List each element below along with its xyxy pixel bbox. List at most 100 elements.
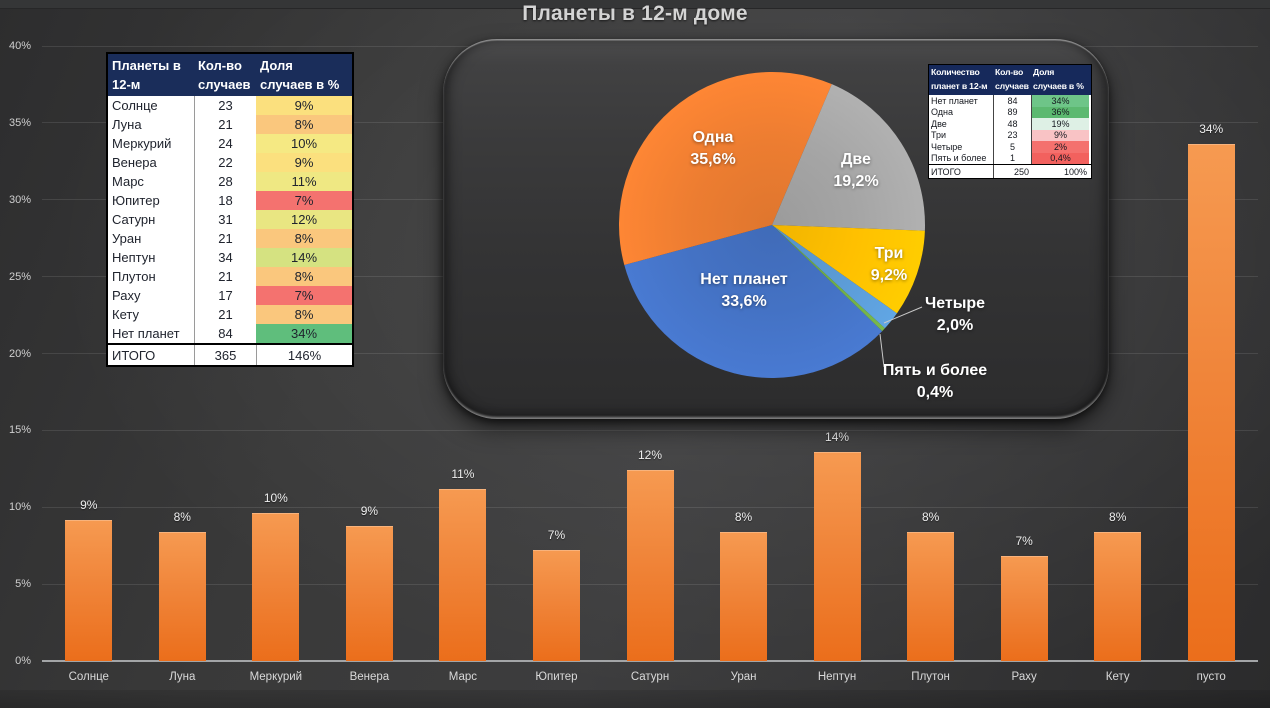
- header-count: Кол-во случаев: [198, 58, 251, 92]
- header-name: Планеты в 12-м: [112, 58, 181, 92]
- pie-label-Две: Две 19,2%: [833, 149, 878, 193]
- header-share: Доля случаев в %: [1033, 67, 1084, 91]
- total-share: 146%: [256, 345, 352, 365]
- y-axis-tick-15%: 15%: [8, 424, 31, 437]
- pie-summary-table: Количество планет в 12-м Кол-во случаев До…: [928, 64, 1092, 179]
- table-row-Нептун: Нептун 34 14%: [108, 248, 352, 267]
- bar-Меркурий[interactable]: [252, 513, 300, 661]
- cell-label: Нептун: [112, 250, 156, 265]
- cell-label: Нет планет: [931, 95, 978, 106]
- pie-label-pct-Три: 9,2%: [870, 267, 908, 284]
- x-axis-label-пусто: пусто: [1196, 671, 1226, 683]
- bar-value-label-Луна: 8%: [173, 509, 191, 524]
- table-row-Солнце: Солнце 23 9%: [108, 96, 352, 115]
- cell-count: 22: [194, 153, 256, 172]
- cell-label: Марс: [112, 174, 144, 189]
- cell-label: Нет планет: [112, 326, 180, 341]
- cell-count: 34: [194, 248, 256, 267]
- table-body: Солнце 23 9% Луна 21 8% Меркурий 24 10% Венера 22 9…: [108, 96, 352, 343]
- cell-share: 19%: [1031, 118, 1089, 130]
- cell-count: 23: [993, 129, 1031, 141]
- pie-label-pct-Одна: 35,6%: [690, 151, 736, 168]
- bar-пусто[interactable]: [1187, 144, 1235, 661]
- bar-value-label-Марс: 11%: [451, 466, 475, 481]
- table-row-Нет планет: Нет планет 84 34%: [108, 324, 352, 343]
- total-count: 250: [993, 165, 1031, 178]
- cell-label: Солнце: [112, 98, 158, 113]
- bar-Кету[interactable]: [1094, 531, 1142, 661]
- x-axis-label-Кету: Кету: [1105, 671, 1130, 683]
- bar-Венера[interactable]: [345, 525, 393, 661]
- bottom-edge-strip: [0, 690, 1270, 708]
- cell-share: 0,4%: [1031, 152, 1089, 164]
- cell-count: 48: [993, 118, 1031, 130]
- bar-value-label-Раху: 7%: [1015, 534, 1033, 549]
- y-axis-tick-0%: 0%: [15, 655, 31, 667]
- bar-value-label-Сатурн: 12%: [637, 448, 663, 463]
- total-label: ИТОГО: [112, 347, 156, 363]
- x-axis-label-Венера: Венера: [349, 671, 390, 683]
- bar-value-label-Плутон: 8%: [921, 509, 940, 524]
- cell-share: 7%: [256, 191, 352, 210]
- total-label: ИТОГО: [931, 166, 961, 177]
- table-header-row: Количество планет в 12-м Кол-во случаев До…: [929, 65, 1091, 95]
- table-row-Юпитер: Юпитер 18 7%: [108, 191, 352, 210]
- table-row-Три: Три 23 9%: [929, 129, 1091, 141]
- cell-share: 9%: [256, 153, 352, 172]
- x-axis-label-Сатурн: Сатурн: [630, 671, 670, 683]
- x-axis-line: [42, 660, 1258, 662]
- bar-Нептун[interactable]: [813, 451, 861, 661]
- bar-Солнце[interactable]: [65, 519, 113, 661]
- y-axis-tick-10%: 10%: [8, 501, 31, 514]
- y-axis-tick-40%: 40%: [8, 40, 31, 52]
- cell-label: Пять и более: [931, 153, 987, 164]
- pie-label-name-Нет планет: Нет планет: [700, 271, 788, 288]
- table-row-Плутон: Плутон 21 8%: [108, 267, 352, 286]
- bar-Плутон[interactable]: [907, 531, 955, 661]
- table-row-Сатурн: Сатурн 31 12%: [108, 210, 352, 229]
- pie-label-pct-Нет планет: 33,6%: [721, 293, 767, 310]
- x-axis-label-Раху: Раху: [1011, 671, 1037, 683]
- cell-share: 14%: [256, 248, 352, 267]
- table-row-Венера: Венера 22 9%: [108, 153, 352, 172]
- bar-value-label-Солнце: 9%: [80, 497, 98, 512]
- x-axis-label-Солнце: Солнце: [68, 671, 109, 683]
- x-axis-label-Юпитер: Юпитер: [535, 671, 578, 683]
- cell-count: 84: [993, 95, 1031, 107]
- cell-share: 9%: [256, 96, 352, 115]
- cell-label: Уран: [112, 231, 142, 246]
- pie-label-Четыре: Четыре 2,0%: [925, 293, 985, 337]
- cell-share: 34%: [256, 324, 352, 343]
- x-axis-label-Марс: Марс: [448, 671, 478, 683]
- bar-Уран[interactable]: [720, 531, 768, 661]
- pie-label-pct-Четыре: 2,0%: [936, 317, 974, 334]
- cell-share: 2%: [1031, 141, 1089, 153]
- bar-Раху[interactable]: [1000, 556, 1048, 661]
- cell-share: 8%: [256, 305, 352, 324]
- bar-Луна[interactable]: [158, 531, 206, 661]
- table-total-row: ИТОГО 365 146%: [108, 343, 352, 365]
- cell-share: 11%: [256, 172, 352, 191]
- table-row-Луна: Луна 21 8%: [108, 115, 352, 134]
- bar-value-label-Уран: 8%: [734, 509, 753, 524]
- bar-Юпитер[interactable]: [532, 550, 580, 661]
- header-count: Кол-во случаев: [995, 67, 1029, 91]
- y-axis-tick-30%: 30%: [8, 193, 31, 206]
- cell-share: 7%: [256, 286, 352, 305]
- table-row-Четыре: Четыре 5 2%: [929, 141, 1091, 153]
- header-share: Доля случаев в %: [260, 58, 340, 92]
- y-axis-tick-20%: 20%: [8, 347, 31, 360]
- total-share: 100%: [1063, 166, 1087, 177]
- table-row-Пять и более: Пять и более 1 0,4%: [929, 152, 1091, 164]
- table-header-row: Планеты в 12-м Кол-во случаев Доля случаев…: [108, 54, 352, 96]
- cell-count: 89: [993, 106, 1031, 118]
- bar-Сатурн[interactable]: [626, 470, 674, 661]
- bar-Марс[interactable]: [439, 488, 487, 661]
- cell-count: 24: [194, 134, 256, 153]
- cell-count: 21: [194, 305, 256, 324]
- pie-label-pct-Пять и более: 0,4%: [916, 384, 954, 401]
- y-axis-tick-5%: 5%: [15, 578, 31, 591]
- cell-count: 21: [194, 267, 256, 286]
- pie-label-name-Одна: Одна: [692, 129, 734, 146]
- cell-label: Юпитер: [112, 193, 160, 208]
